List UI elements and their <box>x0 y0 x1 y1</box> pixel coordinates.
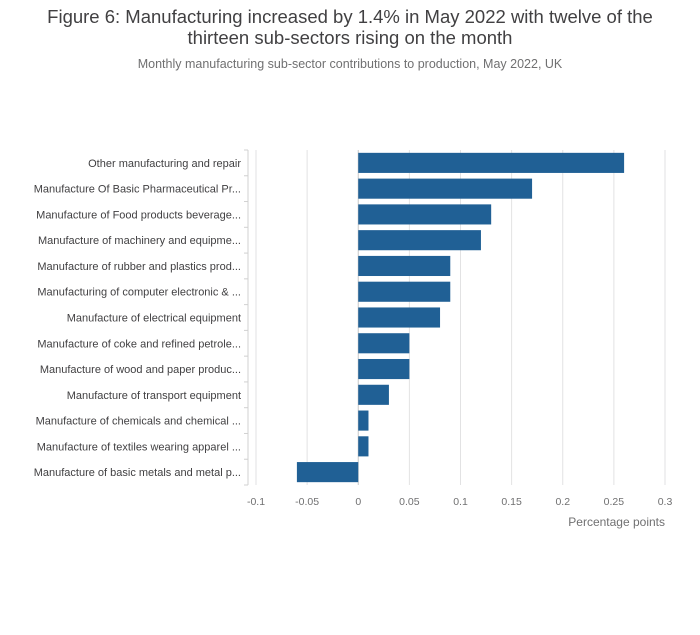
bar-0 <box>358 152 625 173</box>
bar-1 <box>358 178 533 199</box>
x-axis-title: Percentage points <box>568 515 665 529</box>
bar-8 <box>358 358 410 380</box>
category-label-3: Manufacture of machinery and equipme... <box>38 235 241 247</box>
x-tick-label-5: 0.15 <box>501 496 522 508</box>
category-label-4: Manufacture of rubber and plastics prod.… <box>37 261 241 273</box>
chart-title: Figure 6: Manufacturing increased by 1.4… <box>0 6 700 48</box>
bar-6 <box>358 307 441 328</box>
bar-12 <box>296 462 359 483</box>
chart-subtitle: Monthly manufacturing sub-sector contrib… <box>137 57 563 71</box>
x-tick-label-3: 0.05 <box>399 496 420 508</box>
category-label-2: Manufacture of Food products beverage... <box>36 209 241 221</box>
category-label-6: Manufacture of electrical equipment <box>67 313 241 325</box>
x-tick-label-0: -0.1 <box>247 496 265 508</box>
category-label-10: Manufacture of chemicals and chemical ..… <box>36 416 241 428</box>
x-tick-label-2: 0 <box>355 496 361 508</box>
bar-2 <box>358 204 492 225</box>
category-label-12: Manufacture of basic metals and metal p.… <box>34 467 241 479</box>
bar-4 <box>358 255 451 277</box>
bar-9 <box>358 384 389 405</box>
category-label-8: Manufacture of wood and paper produc... <box>40 364 241 376</box>
category-label-0: Other manufacturing and repair <box>88 158 241 170</box>
x-tick-label-4: 0.1 <box>453 496 468 508</box>
x-tick-label-6: 0.2 <box>555 496 570 508</box>
x-tick-label-7: 0.25 <box>604 496 625 508</box>
x-tick-label-8: 0.3 <box>658 496 673 508</box>
x-tick-label-1: -0.05 <box>295 496 319 508</box>
bar-7 <box>358 333 410 354</box>
category-label-9: Manufacture of transport equipment <box>67 390 241 402</box>
category-label-5: Manufacturing of computer electronic & .… <box>37 287 241 299</box>
bar-10 <box>358 410 369 431</box>
category-label-7: Manufacture of coke and refined petrole.… <box>37 338 241 350</box>
bar-5 <box>358 281 451 302</box>
bar-3 <box>358 230 481 251</box>
bar-11 <box>358 436 369 457</box>
chart-title-line-1: Figure 6: Manufacturing increased by 1.4… <box>47 6 653 27</box>
category-label-11: Manufacture of textiles wearing apparel … <box>37 441 241 453</box>
category-label-1: Manufacture Of Basic Pharmaceutical Pr..… <box>34 184 241 196</box>
chart-title-line-2: thirteen sub-sectors rising on the month <box>187 27 513 48</box>
